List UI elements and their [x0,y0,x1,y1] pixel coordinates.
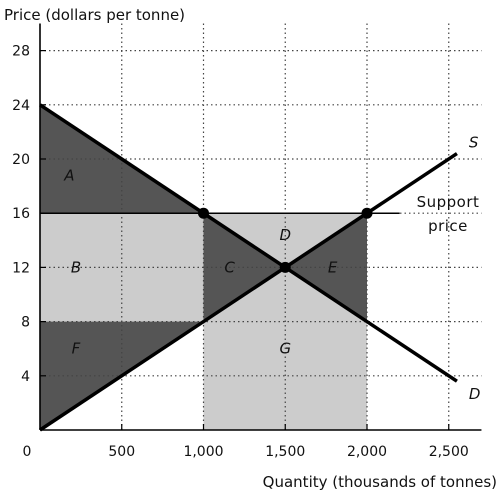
equilibrium-points [198,207,373,273]
y-tick-label: 20 [12,152,30,168]
support-price-label-line1: Support [417,193,480,211]
point-marker [279,261,291,273]
y-tick-label: 4 [21,369,30,385]
gridlines [40,23,482,430]
region-label-g: G [279,340,291,358]
y-tick-label: 8 [21,315,30,331]
region-label-f: F [72,340,81,358]
region-label-e: E [328,258,338,276]
region-label-d: D [279,226,291,244]
axes: 500 1,000 1,500 2,000 2,500 4 8 12 16 20 24 28 0 [12,23,482,460]
chart-labels: Price (dollars per tonne) Quantity (thous… [4,6,497,491]
y-tick-label: 16 [12,206,30,222]
origin-label: 0 [23,444,32,460]
x-tick-label: 500 [108,444,135,460]
demand-curve-label: D [469,385,481,403]
point-marker [361,207,373,219]
region-e-area [285,213,367,322]
point-marker [198,207,209,219]
region-label-c: C [224,258,235,276]
x-tick-label: 1,000 [183,444,223,460]
x-tick-label: 1,500 [265,444,305,460]
y-tick-label: 28 [12,44,30,60]
support-price-label-line2: price [428,217,468,235]
region-c-area [203,213,286,322]
x-tick-label: 2,500 [429,444,469,460]
region-label-a: A [63,166,74,184]
demand-curve [39,103,458,383]
region-label-b: B [71,258,81,276]
x-tick-label: 2,000 [347,444,387,460]
supply-curve [39,152,458,432]
y-tick-label: 24 [12,98,30,114]
supply-demand-curves [39,103,458,432]
supply-curve-label: S [469,134,479,152]
y-axis-title: Price (dollars per tonne) [4,6,185,24]
x-axis-title: Quantity (thousands of tonnes) [263,473,497,491]
y-tick-label: 12 [12,260,30,276]
